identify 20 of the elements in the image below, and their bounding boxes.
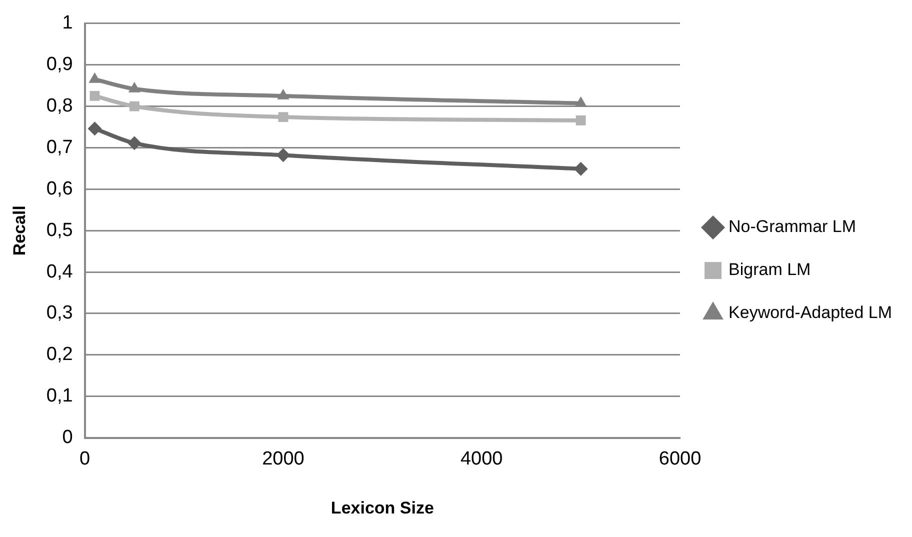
y-tick-label: 0,4	[46, 261, 74, 282]
y-tick-label: 0,1	[46, 386, 73, 407]
y-tick-label: 0,5	[46, 220, 73, 241]
y-tick-label: 0,2	[46, 344, 73, 366]
y-tick-label: 0	[62, 427, 73, 448]
x-tick-label: 0	[80, 448, 90, 470]
y-tick-label: 0,3	[46, 302, 73, 324]
x-tick-label: 2000	[262, 448, 304, 470]
legend-label: No-Grammar LM	[728, 217, 856, 236]
x-axis-title: Lexicon Size	[330, 498, 434, 518]
y-tick-label: 0,6	[46, 178, 73, 200]
y-tick-label: 0,7	[46, 136, 73, 158]
y-tick-label: 0,9	[46, 54, 73, 76]
y-axis-title: Recall	[10, 206, 29, 256]
y-tick-label: 1	[62, 12, 73, 34]
x-tick-label: 4000	[460, 448, 503, 470]
x-tick-label: 6000	[658, 448, 702, 470]
y-tick-label: 0,8	[46, 96, 73, 117]
legend-label: Bigram LM	[728, 260, 811, 280]
legend-label: Keyword-Adapted LM	[728, 303, 892, 322]
